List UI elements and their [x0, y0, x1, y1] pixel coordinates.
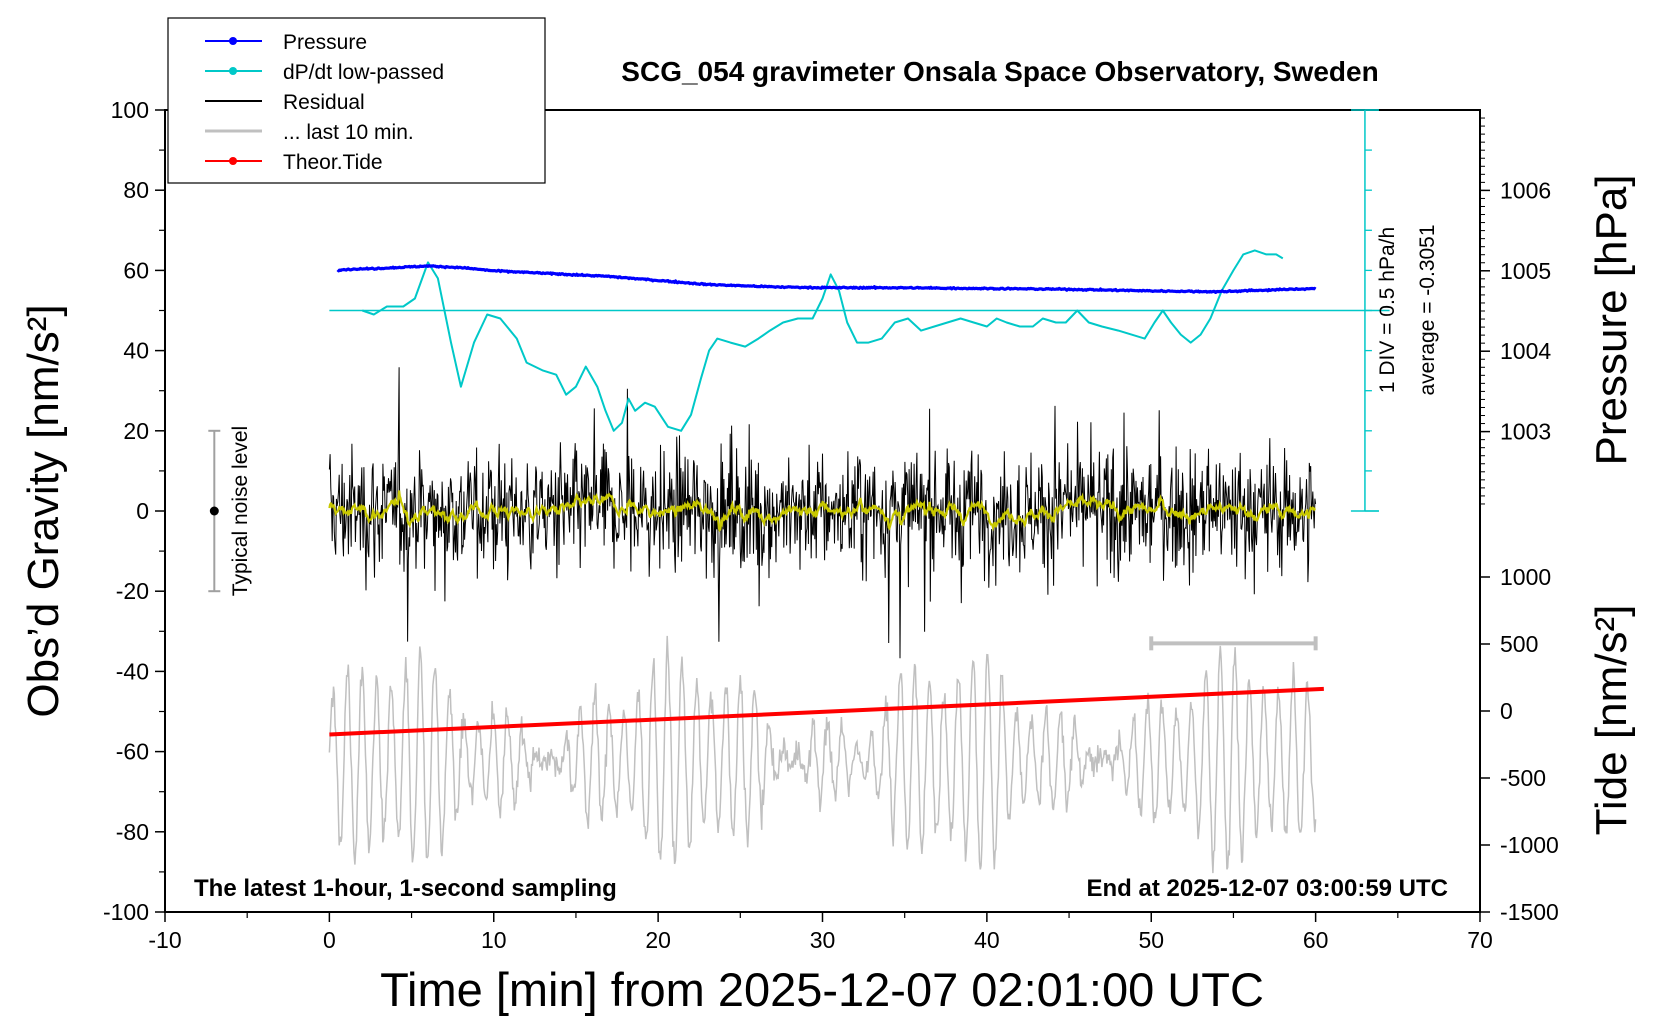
- x-tick-label: 10: [481, 927, 507, 953]
- legend-swatch-dot: [229, 37, 237, 45]
- x-tick-label: 20: [645, 927, 671, 953]
- chart-title: SCG_054 gravimeter Onsala Space Observat…: [621, 56, 1378, 87]
- bottom-right-note: End at 2025-12-07 03:00:59 UTC: [1087, 875, 1449, 902]
- legend-label: Pressure: [283, 31, 367, 54]
- y-axis-title-left: Obs’d Gravity [nm/s²]: [19, 304, 68, 717]
- y-tick-label: -20: [116, 578, 149, 604]
- y-tick-label: 80: [123, 177, 149, 203]
- pressure-tick-label: 1004: [1500, 338, 1551, 364]
- overlay-layer: [208, 109, 1379, 651]
- y-tick-label: -100: [103, 899, 149, 925]
- legend: Pressure dP/dt low-passed Residual ... last…: [167, 17, 546, 184]
- y-tick-label: 60: [123, 257, 149, 283]
- y-axis-title-tide: Tide [nm/s²]: [1587, 605, 1636, 836]
- legend-label: Theor.Tide: [283, 151, 383, 174]
- pressure-line: [336, 264, 1317, 294]
- residual-smoothed-line: [328, 490, 1316, 533]
- noise-bar-center-dot: [209, 506, 219, 516]
- y-tick-label: 100: [111, 97, 149, 123]
- tide-tick-label: -500: [1500, 765, 1546, 791]
- x-tick-label: 60: [1303, 927, 1329, 953]
- axis-ticks: -10 0 10 20 30 40 50 60 70100806040200-20-40-60-…: [103, 97, 1559, 953]
- noise-level-label: Typical noise level: [229, 426, 252, 596]
- x-tick-label: 40: [974, 927, 1000, 953]
- legend-label: Residual: [283, 91, 365, 114]
- y-tick-label: -60: [116, 739, 149, 765]
- y-tick-label: 20: [123, 418, 149, 444]
- last-10-min-line: [328, 635, 1317, 874]
- tide-tick-label: 0: [1500, 698, 1513, 724]
- pressure-tick-label: 1005: [1500, 258, 1551, 284]
- bottom-left-note: The latest 1-hour, 1-second sampling: [194, 875, 617, 902]
- tide-tick-label: 1000: [1500, 564, 1551, 590]
- series-layer: [328, 249, 1390, 874]
- legend-label: dP/dt low-passed: [283, 61, 444, 84]
- legend-swatch-dot: [229, 157, 237, 165]
- y-tick-label: -40: [116, 658, 149, 684]
- tide-tick-label: 500: [1500, 631, 1538, 657]
- residual-line: [328, 367, 1317, 659]
- y-tick-label: 0: [136, 498, 149, 524]
- dpdt-line: [361, 249, 1284, 432]
- x-tick-label: 50: [1138, 927, 1164, 953]
- x-tick-label: 30: [810, 927, 836, 953]
- pressure-tick-label: 1006: [1500, 177, 1551, 203]
- tide-tick-label: -1000: [1500, 832, 1559, 858]
- y-tick-label: 40: [123, 338, 149, 364]
- y-tick-label: -80: [116, 819, 149, 845]
- theoretical-tide-line: [329, 686, 1324, 737]
- tide-tick-label: -1500: [1500, 899, 1559, 925]
- dpdt-average-label: average = -0.3051: [1416, 224, 1439, 395]
- x-tick-label: -10: [148, 927, 181, 953]
- y-axis-title-pressure: Pressure [hPa]: [1587, 174, 1636, 465]
- x-tick-label: 0: [323, 927, 336, 953]
- legend-label: ... last 10 min.: [283, 121, 414, 144]
- pressure-tick-label: 1003: [1500, 419, 1551, 445]
- x-axis-title: Time [min] from 2025-12-07 02:01:00 UTC: [380, 963, 1264, 1016]
- dpdt-scale-label: 1 DIV = 0.5 hPa/h: [1376, 227, 1399, 393]
- x-tick-label: 70: [1467, 927, 1493, 953]
- legend-swatch-dot: [229, 67, 237, 75]
